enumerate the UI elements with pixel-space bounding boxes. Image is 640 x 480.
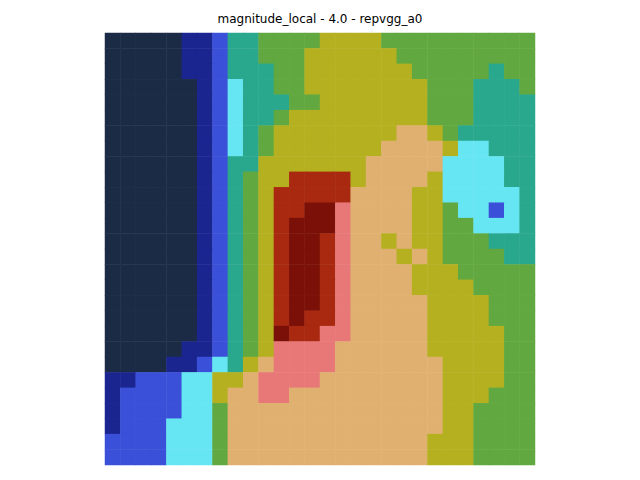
- svg-text:magnitude_local - 4.0 - repvgg: magnitude_local - 4.0 - repvgg_a0: [218, 12, 423, 26]
